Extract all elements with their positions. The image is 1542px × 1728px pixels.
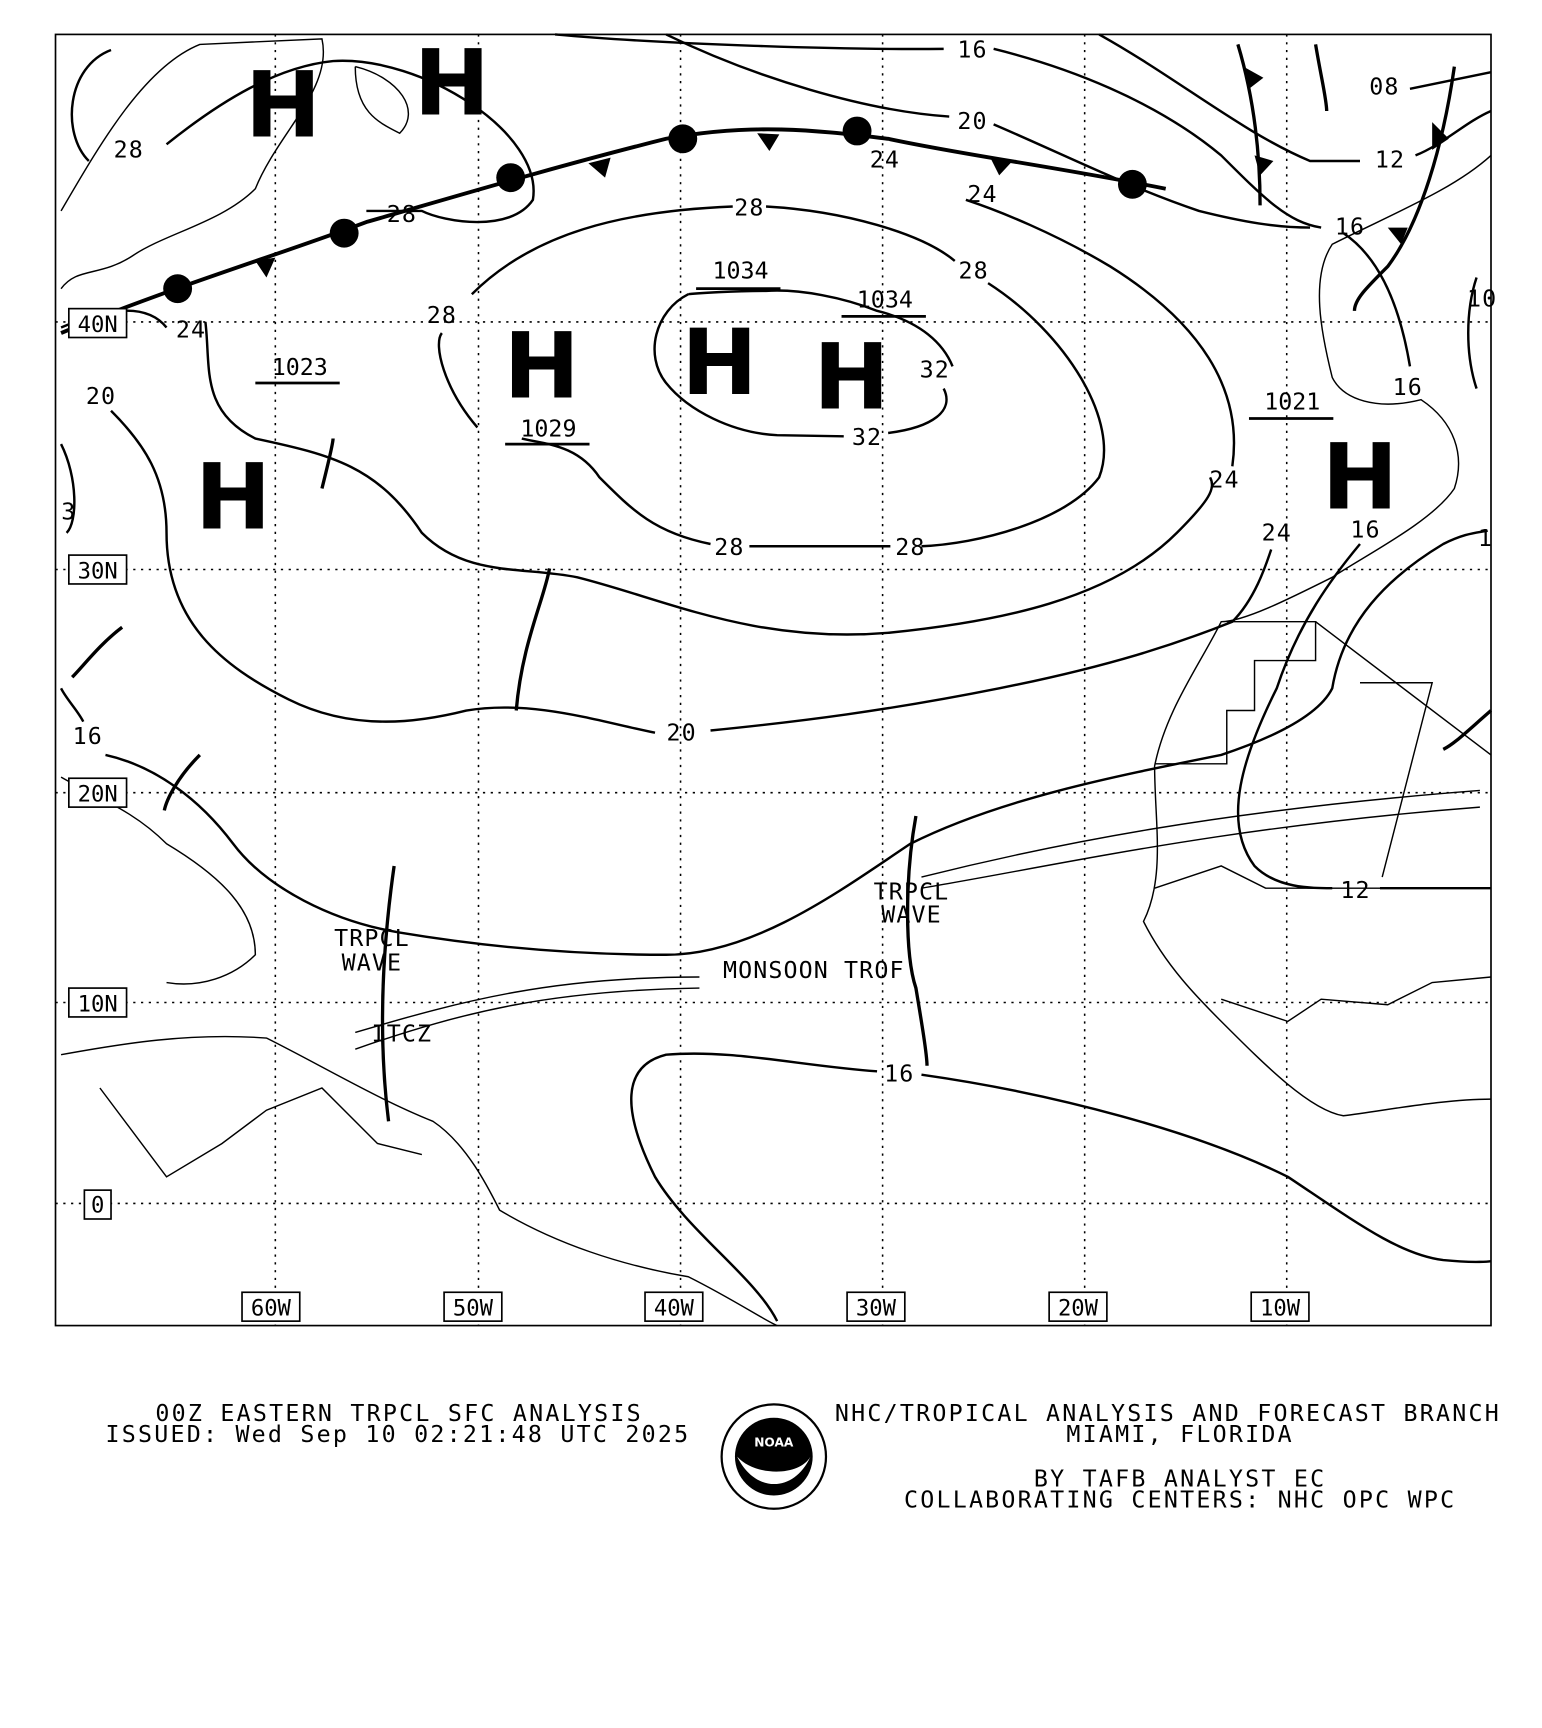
tropical-wave-label: WAVE <box>342 949 403 976</box>
axis-labels: 60W 50W 40W 30W 20W 10W 40N 30N 20N 10N … <box>67 307 1310 1322</box>
longitude-label: 50W <box>453 1296 494 1322</box>
feature-labels: TRPCL WAVE TRPCL WAVE MONSOON TROF ITCZ <box>334 878 950 1047</box>
fronts <box>60 43 1493 1122</box>
isobar-label: 20 <box>667 720 697 747</box>
isobar-label: 12 <box>1340 877 1370 904</box>
high-pressure-symbol: H <box>681 311 757 416</box>
collaborating-centers: COLLABORATING CENTERS: NHC OPC WPC <box>904 1487 1456 1514</box>
isobars <box>59 33 1492 1322</box>
latitude-label: 30N <box>78 558 118 584</box>
analyst-credit: BY TAFB ANALYST EC <box>1034 1466 1326 1493</box>
isobar-label: 28 <box>734 194 764 221</box>
footer: 00Z EASTERN TRPCL SFC ANALYSIS ISSUED: W… <box>105 1400 1501 1514</box>
pressure-value: 1034 <box>857 287 913 314</box>
itcz-label: ITCZ <box>372 1020 433 1047</box>
isobar-label: 32 <box>920 356 950 383</box>
isobar-label: 24 <box>1262 520 1292 547</box>
high-pressure-symbol: H <box>1322 425 1398 530</box>
isobar-label: 24 <box>967 181 997 208</box>
isobar-label: 10 <box>1467 285 1497 312</box>
isobar-label: 28 <box>959 258 989 285</box>
isobar-label: 16 <box>1350 516 1380 543</box>
tropical-wave-label: WAVE <box>881 902 942 929</box>
monsoon-trough-label: MONSOON TROF <box>723 957 905 984</box>
latitude-label: 10N <box>78 991 118 1017</box>
longitude-label: 60W <box>251 1296 292 1322</box>
tropical-wave-label: TRPCL <box>874 878 950 905</box>
isobar-label: 28 <box>114 137 144 164</box>
pressure-centers: H H H 1023 H 1029 H 1034 H 1034 H 1021 <box>195 31 1398 550</box>
isobar-label: 20 <box>86 383 116 410</box>
latitude-label: 0 <box>91 1192 104 1218</box>
high-pressure-symbol: H <box>414 31 490 136</box>
isobar-label: 20 <box>957 108 987 135</box>
longitude-label: 10W <box>1260 1296 1301 1322</box>
isobar-label: 16 <box>957 37 987 64</box>
high-pressure-symbol: H <box>195 445 271 550</box>
high-pressure-symbol: H <box>245 54 321 159</box>
isobar-label: 24 <box>176 317 206 344</box>
noaa-logo: NOAA <box>720 1403 828 1510</box>
isobar-label: 16 <box>1393 374 1423 401</box>
agency-location: MIAMI, FLORIDA <box>1066 1421 1293 1448</box>
isobar-label: 28 <box>714 534 744 561</box>
pressure-value: 1021 <box>1264 389 1320 416</box>
isobar-label: 24 <box>870 147 900 174</box>
isobar-labels: 16 20 08 12 24 24 28 28 28 28 24 16 16 2… <box>61 37 1497 1088</box>
coastlines <box>60 38 1492 1327</box>
isobar-label: 16 <box>73 723 103 750</box>
latitude-label: 40N <box>78 312 118 338</box>
isobar-label: 1 <box>1478 525 1493 552</box>
isobar-label: 28 <box>387 201 417 228</box>
tropical-wave-label: TRPCL <box>334 925 410 952</box>
product-title: 00Z EASTERN TRPCL SFC ANALYSIS <box>155 1400 642 1427</box>
longitude-label: 20W <box>1058 1296 1099 1322</box>
high-pressure-symbol: H <box>813 326 889 431</box>
pressure-value: 1029 <box>520 415 576 442</box>
isobar-label: 16 <box>1335 213 1365 240</box>
noaa-logo-text: NOAA <box>754 1436 794 1450</box>
isobar-label: 28 <box>427 302 457 329</box>
isobar-label: 28 <box>895 534 925 561</box>
agency-name: NHC/TROPICAL ANALYSIS AND FORECAST BRANC… <box>835 1400 1501 1427</box>
longitude-label: 40W <box>654 1296 695 1322</box>
isobar-label: 08 <box>1369 73 1399 100</box>
latitude-label: 20N <box>78 782 118 808</box>
high-pressure-symbol: H <box>504 314 580 419</box>
isobar-label: 3 <box>61 499 76 526</box>
isobar-label: 16 <box>884 1060 914 1087</box>
isobar-label: 32 <box>852 424 882 451</box>
isobar-label: 12 <box>1375 147 1405 174</box>
pressure-value: 1034 <box>712 258 768 285</box>
pressure-value: 1023 <box>272 354 328 381</box>
graticule <box>55 34 1491 1326</box>
map-frame <box>54 33 1492 1327</box>
isobar-label: 24 <box>1209 466 1239 493</box>
issued-timestamp: ISSUED: Wed Sep 10 02:21:48 UTC 2025 <box>105 1421 690 1448</box>
longitude-label: 30W <box>856 1296 897 1322</box>
